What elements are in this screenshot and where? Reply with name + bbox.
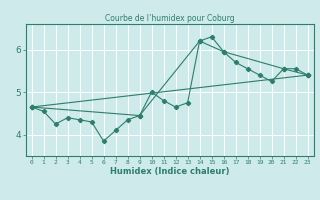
- Title: Courbe de l’humidex pour Coburg: Courbe de l’humidex pour Coburg: [105, 14, 235, 23]
- X-axis label: Humidex (Indice chaleur): Humidex (Indice chaleur): [110, 167, 229, 176]
